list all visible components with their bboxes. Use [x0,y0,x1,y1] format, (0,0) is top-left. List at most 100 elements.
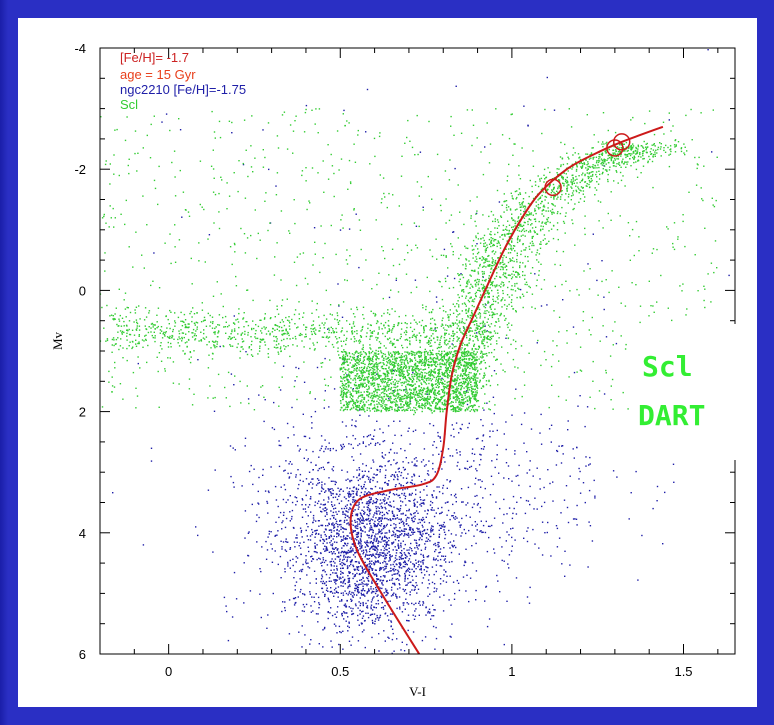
data-point [384,517,386,519]
data-point [312,324,314,326]
data-point [592,164,594,166]
data-point [315,593,317,595]
data-point [627,155,629,157]
data-point [372,476,374,479]
data-point [494,261,496,263]
data-point [419,503,421,506]
data-point [319,493,321,495]
data-point [427,579,430,581]
data-point [373,538,375,540]
data-point [491,314,493,317]
data-point [408,536,410,538]
data-point [399,575,401,577]
data-point [383,457,385,459]
data-point [333,595,335,597]
data-point [361,590,363,592]
data-point [422,563,424,565]
data-point [193,322,196,324]
data-point [340,528,342,531]
data-point [387,309,389,311]
data-point [328,461,330,464]
data-point [217,324,219,326]
data-point [564,180,567,183]
data-point [408,534,410,536]
data-point [330,544,332,546]
data-point [299,578,301,580]
data-point [487,293,490,295]
data-point [370,518,372,520]
data-point [445,365,447,367]
data-point [546,304,548,306]
data-point [399,420,401,422]
data-point [157,307,160,309]
data-point [144,335,146,337]
data-point [405,482,408,484]
data-point [475,599,477,601]
data-point [393,531,395,534]
data-point [247,334,249,336]
data-point [451,322,454,324]
data-point [393,506,395,508]
data-point [347,585,350,588]
data-point [444,461,446,463]
data-point [516,282,518,285]
data-point [395,471,397,473]
data-point [384,568,386,570]
data-point [334,480,336,483]
data-point [343,340,345,342]
data-point [413,618,416,620]
data-point [259,345,261,347]
data-point [290,472,292,474]
data-point [375,474,377,476]
data-point [316,502,319,505]
data-point [376,583,378,585]
data-point [426,485,428,487]
data-point [224,326,227,328]
data-point [432,668,433,669]
data-point [275,336,278,338]
data-point [342,513,344,515]
data-point [404,495,407,497]
data-point [383,312,385,315]
data-point [478,281,480,283]
data-point [197,534,199,537]
data-point [115,338,118,341]
data-point [480,530,482,532]
data-point [311,478,313,480]
data-point [347,556,349,558]
data-point [390,564,392,566]
data-point [362,585,364,587]
data-point [393,515,396,518]
data-point [335,579,337,581]
data-point [298,450,300,452]
data-point [370,528,373,531]
data-point [279,348,282,350]
data-point [371,534,373,537]
data-point [448,529,450,532]
data-point [427,387,429,390]
data-point [350,504,352,506]
data-point [622,150,625,152]
data-point [385,545,387,547]
data-point [367,542,369,544]
data-point [514,283,516,285]
data-point [382,540,384,542]
data-point [374,536,376,538]
data-point [442,555,445,557]
data-point [585,153,587,155]
data-point [453,598,456,600]
data-point [165,331,167,333]
data-point [473,352,475,355]
data-point [400,328,403,330]
data-point [304,594,306,596]
data-point [347,575,349,577]
data-point [289,328,291,330]
data-point [507,252,510,254]
data-point [354,574,356,576]
data-point [356,567,358,569]
data-point [378,507,381,509]
data-point [332,511,335,514]
data-point [349,493,351,496]
data-point [399,527,401,529]
data-point [407,430,409,432]
